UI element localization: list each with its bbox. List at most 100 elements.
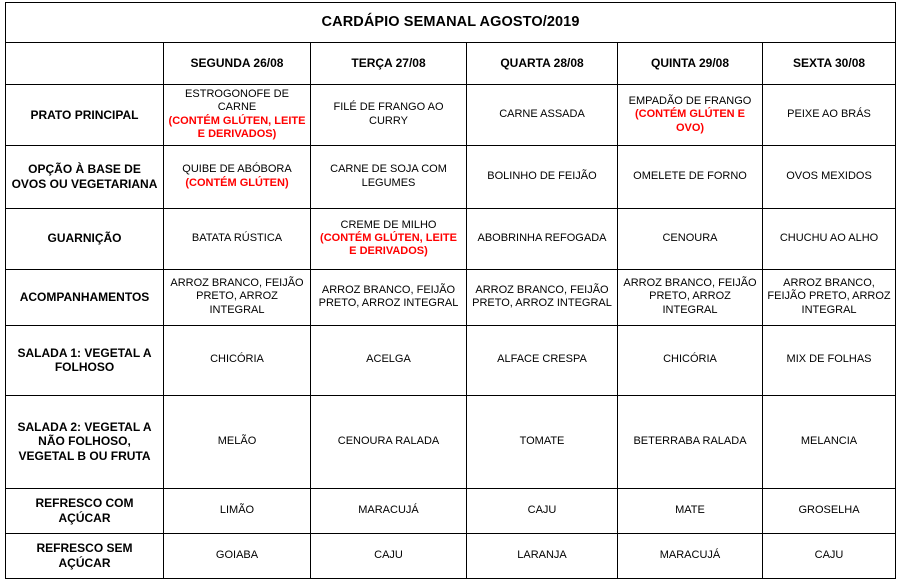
cell-refcom-quinta: MATE (617, 487, 763, 534)
cell-main-text: CENOURA RALADA (337, 434, 440, 447)
weekly-menu-table: CARDÁPIO SEMANAL AGOSTO/2019 SEGUNDA 26/… (4, 2, 897, 579)
table-row: SALADA 2: VEGETAL A NÃO FOLHOSO, VEGETAL… (5, 394, 897, 489)
cell-acomp-quarta: ARROZ BRANCO, FEIJÃO PRETO, ARROZ INTEGR… (466, 268, 618, 326)
cell-main-text: BETERRABA RALADA (633, 434, 747, 447)
cell-guarnicao-quinta: CENOURA (617, 207, 763, 270)
cell-main-text: LARANJA (517, 548, 567, 561)
cell-main-text: LIMÃO (219, 503, 255, 516)
cell-main-text: BATATA RÚSTICA (191, 231, 283, 244)
cell-opcao-quinta: OMELETE DE FORNO (617, 144, 763, 209)
cell-main-text: CARNE ASSADA (499, 108, 585, 121)
cell-main-text: ALFACE CRESPA (497, 353, 587, 366)
cell-opcao-sexta: OVOS MEXIDOS (761, 144, 897, 209)
cell-main-text: OVOS MEXIDOS (786, 169, 872, 182)
row-label-opcao-vegetariana: OPÇÃO À BASE DE OVOS OU VEGETARIANA (5, 144, 164, 209)
table-row: REFRESCO COM AÇÚCAR LIMÃO MARACUJÁ CAJU … (5, 487, 897, 534)
table-body: CARDÁPIO SEMANAL AGOSTO/2019 SEGUNDA 26/… (4, 2, 897, 579)
cell-acomp-segunda: ARROZ BRANCO, FEIJÃO PRETO, ARROZ INTEGR… (163, 268, 311, 326)
cell-prato-segunda: ESTROGONOFE DE CARNE (CONTÉM GLÚTEN, LEI… (163, 84, 311, 146)
cell-refcom-segunda: LIMÃO (163, 487, 311, 534)
day-header-row: SEGUNDA 26/08 TERÇA 27/08 QUARTA 28/08 Q… (5, 42, 897, 85)
cell-refcom-quarta: CAJU (466, 487, 618, 534)
cell-main-text: GOIABA (215, 548, 259, 561)
cell-opcao-terca: CARNE DE SOJA COM LEGUMES (310, 144, 467, 209)
cell-salada2-segunda: MELÃO (163, 394, 311, 489)
cell-main-text: TOMATE (519, 434, 565, 447)
cell-main-text: MARACUJÁ (659, 548, 721, 561)
day-header-quarta: QUARTA 28/08 (466, 42, 618, 85)
cell-main-text: ARROZ BRANCO, FEIJÃO PRETO, ARROZ INTEGR… (170, 277, 304, 316)
cell-salada2-terca: CENOURA RALADA (310, 394, 467, 489)
cell-prato-quarta: CARNE ASSADA (466, 84, 618, 146)
cell-main-text: CENOURA (662, 231, 718, 244)
cell-main-text: CHICÓRIA (210, 353, 264, 366)
cell-main-text: EMPADÃO DE FRANGO (628, 94, 752, 107)
table-row: OPÇÃO À BASE DE OVOS OU VEGETARIANA QUIB… (5, 144, 897, 209)
table-row: ACOMPANHAMENTOS ARROZ BRANCO, FEIJÃO PRE… (5, 268, 897, 326)
cell-salada1-quarta: ALFACE CRESPA (466, 324, 618, 396)
cell-salada2-sexta: MELANCIA (761, 394, 897, 489)
cell-main-text: CAJU (527, 503, 557, 516)
cell-acomp-terca: ARROZ BRANCO, FEIJÃO PRETO, ARROZ INTEGR… (310, 268, 467, 326)
corner-blank-cell (5, 42, 164, 85)
cell-main-text: MELANCIA (800, 434, 858, 447)
cell-main-text: CAJU (814, 548, 844, 561)
cell-guarnicao-segunda: BATATA RÚSTICA (163, 207, 311, 270)
cell-refsem-quinta: MARACUJÁ (617, 532, 763, 579)
cell-main-text: ABOBRINHA REFOGADA (477, 231, 607, 244)
cell-main-text: ARROZ BRANCO, FEIJÃO PRETO, ARROZ INTEGR… (472, 283, 612, 310)
cell-main-text: BOLINHO DE FEIJÃO (487, 169, 597, 182)
row-label-acompanhamentos: ACOMPANHAMENTOS (5, 268, 164, 326)
cell-main-text: CHUCHU AO ALHO (779, 231, 879, 244)
cell-main-text: ARROZ BRANCO, FEIJÃO PRETO, ARROZ INTEGR… (767, 277, 891, 316)
cell-refcom-terca: MARACUJÁ (310, 487, 467, 534)
cell-main-text: ARROZ BRANCO, FEIJÃO PRETO, ARROZ INTEGR… (623, 277, 757, 316)
cell-acomp-sexta: ARROZ BRANCO, FEIJÃO PRETO, ARROZ INTEGR… (761, 268, 897, 326)
day-header-terca: TERÇA 27/08 (310, 42, 467, 85)
table-row: SALADA 1: VEGETAL A FOLHOSO CHICÓRIA ACE… (5, 324, 897, 396)
cell-refsem-sexta: CAJU (761, 532, 897, 579)
cell-refsem-terca: CAJU (310, 532, 467, 579)
cell-prato-terca: FILÉ DE FRANGO AO CURRY (310, 84, 467, 146)
cell-main-text: CREME DE MILHO (340, 218, 437, 231)
table-row: PRATO PRINCIPAL ESTROGONOFE DE CARNE (CO… (5, 84, 897, 146)
cell-refcom-sexta: GROSELHA (761, 487, 897, 534)
cell-allergen-text: (CONTÉM GLÚTEN) (185, 176, 289, 189)
cell-guarnicao-quarta: ABOBRINHA REFOGADA (466, 207, 618, 270)
cell-allergen-text: (CONTÉM GLÚTEN E OVO) (635, 108, 745, 134)
cell-prato-sexta: PEIXE AO BRÁS (761, 84, 897, 146)
cell-guarnicao-terca: CREME DE MILHO (CONTÉM GLÚTEN, LEITE E D… (310, 207, 467, 270)
cell-allergen-text: (CONTÉM GLÚTEN, LEITE E DERIVADOS) (320, 231, 457, 258)
row-label-prato-principal: PRATO PRINCIPAL (5, 84, 164, 146)
cell-main-text: FILÉ DE FRANGO AO CURRY (333, 101, 444, 127)
cell-main-text: CAJU (374, 548, 403, 561)
cell-refsem-segunda: GOIABA (163, 532, 311, 579)
row-label-guarnicao: GUARNIÇÃO (5, 207, 164, 270)
cell-main-text: ARROZ BRANCO, FEIJÃO PRETO, ARROZ INTEGR… (318, 283, 459, 310)
table-row: GUARNIÇÃO BATATA RÚSTICA CREME DE MILHO … (5, 207, 897, 270)
day-header-sexta: SEXTA 30/08 (761, 42, 897, 85)
cell-main-text: CHICÓRIA (663, 353, 717, 366)
cell-salada1-sexta: MIX DE FOLHAS (761, 324, 897, 396)
cell-salada2-quinta: BETERRABA RALADA (617, 394, 763, 489)
cell-main-text: MATE (675, 503, 705, 516)
cell-main-text: MARACUJÁ (358, 503, 419, 516)
cell-main-text: ACELGA (366, 353, 411, 366)
cell-main-text: OMELETE DE FORNO (633, 169, 747, 182)
cell-main-text: CARNE DE SOJA COM LEGUMES (330, 163, 447, 189)
day-header-segunda: SEGUNDA 26/08 (163, 42, 311, 85)
row-label-salada-1: SALADA 1: VEGETAL A FOLHOSO (5, 324, 164, 396)
row-label-refresco-sem-acucar: REFRESCO SEM AÇÚCAR (5, 532, 164, 579)
cell-opcao-segunda: QUIBE DE ABÓBORA (CONTÉM GLÚTEN) (163, 144, 311, 209)
cell-main-text: MELÃO (217, 434, 257, 447)
row-label-refresco-com-acucar: REFRESCO COM AÇÚCAR (5, 487, 164, 534)
page-title: CARDÁPIO SEMANAL AGOSTO/2019 (4, 2, 897, 43)
cell-main-text: MIX DE FOLHAS (786, 353, 872, 366)
title-row: CARDÁPIO SEMANAL AGOSTO/2019 (4, 2, 897, 43)
cell-allergen-text: (CONTÉM GLÚTEN, LEITE E DERIVADOS) (168, 114, 306, 141)
cell-salada1-terca: ACELGA (310, 324, 467, 396)
cell-guarnicao-sexta: CHUCHU AO ALHO (761, 207, 897, 270)
cell-main-text: QUIBE DE ABÓBORA (182, 163, 292, 176)
day-header-quinta: QUINTA 29/08 (617, 42, 763, 85)
